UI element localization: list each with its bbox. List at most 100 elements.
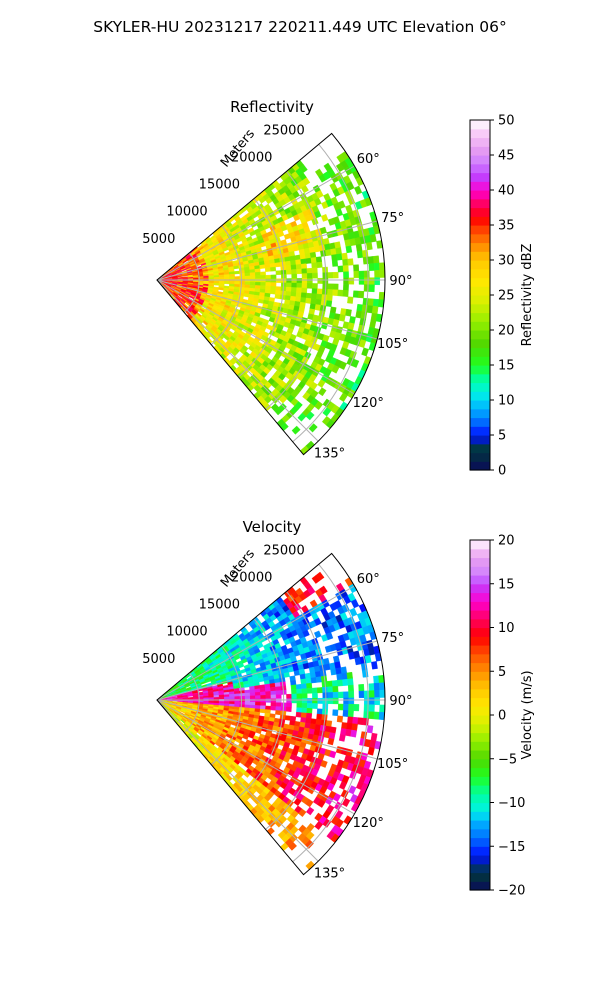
data-cell bbox=[300, 292, 307, 299]
data-cell bbox=[363, 704, 370, 712]
data-cell bbox=[369, 277, 375, 285]
data-cell bbox=[301, 273, 308, 279]
data-cell bbox=[264, 687, 271, 692]
data-cell bbox=[265, 285, 272, 291]
data-cell bbox=[300, 678, 307, 685]
colorbar-segment bbox=[470, 601, 490, 611]
colorbar-segment bbox=[470, 382, 490, 392]
data-cell bbox=[244, 695, 251, 700]
colorbar-tick-label: 50 bbox=[498, 114, 515, 129]
data-cell bbox=[378, 262, 385, 271]
data-cell bbox=[295, 259, 302, 265]
range-tick-label: 25000 bbox=[263, 123, 304, 138]
data-cell bbox=[260, 702, 266, 707]
data-cell bbox=[305, 806, 315, 816]
data-cell bbox=[315, 571, 325, 581]
colorbar-segment bbox=[470, 741, 490, 751]
data-cell bbox=[286, 278, 292, 284]
colorbar-segment bbox=[470, 662, 490, 672]
colorbar-segment bbox=[470, 540, 490, 550]
data-cell bbox=[379, 704, 386, 713]
data-cell bbox=[332, 709, 339, 717]
data-cell bbox=[224, 696, 230, 700]
data-cell bbox=[265, 691, 272, 696]
data-cell bbox=[315, 256, 323, 263]
data-cell bbox=[296, 707, 303, 713]
data-cell bbox=[343, 691, 349, 699]
data-cell bbox=[301, 282, 308, 289]
data-cell bbox=[311, 267, 318, 274]
colorbar-segment bbox=[470, 680, 490, 690]
data-cell bbox=[305, 712, 313, 719]
azimuth-spoke bbox=[156, 699, 319, 862]
colorbar-tick-label: −5 bbox=[498, 752, 517, 767]
range-ring bbox=[210, 645, 242, 766]
data-cell bbox=[346, 671, 353, 680]
data-cell bbox=[244, 692, 251, 697]
data-cell bbox=[285, 265, 292, 271]
data-cell bbox=[341, 797, 351, 808]
data-cell bbox=[275, 270, 282, 276]
colorbar-segment bbox=[470, 653, 490, 664]
data-cell bbox=[270, 702, 277, 707]
colorbar-segment bbox=[470, 881, 490, 891]
data-cell bbox=[305, 411, 315, 421]
data-cell bbox=[342, 258, 349, 266]
data-cell bbox=[363, 711, 370, 719]
data-cell bbox=[218, 276, 225, 280]
colorbar-segment bbox=[470, 732, 490, 742]
data-cell bbox=[316, 261, 323, 268]
colorbar-segment bbox=[470, 137, 490, 147]
data-cell bbox=[275, 286, 282, 292]
data-cell bbox=[300, 185, 309, 194]
data-cell bbox=[309, 251, 317, 259]
data-cell bbox=[249, 281, 256, 286]
data-cell bbox=[286, 702, 292, 708]
colorbar-segment bbox=[470, 618, 490, 629]
colorbar-segment bbox=[470, 750, 490, 760]
azimuth-tick-label: 105° bbox=[377, 337, 408, 352]
data-cell bbox=[343, 697, 349, 705]
colorbar-segment bbox=[470, 592, 490, 602]
data-cell bbox=[290, 259, 297, 266]
colorbar-segment bbox=[470, 251, 490, 261]
data-cell bbox=[327, 686, 334, 693]
data-cell bbox=[290, 264, 297, 270]
data-cell bbox=[244, 281, 251, 286]
data-cell bbox=[347, 258, 354, 266]
data-cell bbox=[249, 695, 256, 700]
data-cell bbox=[316, 288, 323, 295]
data-cell bbox=[218, 696, 225, 700]
data-cell bbox=[325, 720, 333, 728]
data-cell bbox=[270, 286, 277, 291]
azimuth-tick-label: 90° bbox=[389, 694, 412, 709]
data-cell bbox=[310, 718, 317, 725]
data-cell bbox=[203, 277, 210, 280]
data-cell bbox=[363, 284, 370, 292]
data-cell bbox=[259, 264, 266, 269]
colorbar-segment bbox=[470, 715, 490, 725]
data-cell bbox=[332, 271, 339, 279]
colorbar-segment bbox=[470, 295, 490, 305]
colorbar-tick-label: 20 bbox=[498, 534, 515, 549]
data-cell bbox=[275, 686, 282, 692]
data-cell bbox=[270, 694, 277, 699]
data-cell bbox=[299, 253, 306, 260]
data-cell bbox=[260, 691, 266, 696]
data-cell bbox=[301, 278, 308, 284]
data-cell bbox=[358, 683, 365, 692]
data-cell bbox=[285, 706, 292, 712]
data-cell bbox=[316, 293, 323, 301]
data-cell bbox=[294, 254, 301, 261]
data-cell bbox=[316, 687, 323, 694]
colorbar-tick-label: 40 bbox=[498, 184, 515, 199]
data-cell bbox=[342, 265, 349, 273]
data-cell bbox=[315, 299, 322, 306]
data-cell bbox=[320, 214, 329, 222]
colorbar-tick-label: −20 bbox=[498, 884, 525, 899]
colorbar-segment bbox=[470, 828, 490, 839]
data-cell bbox=[229, 696, 235, 700]
data-cell bbox=[374, 277, 381, 286]
data-cell bbox=[302, 177, 311, 186]
